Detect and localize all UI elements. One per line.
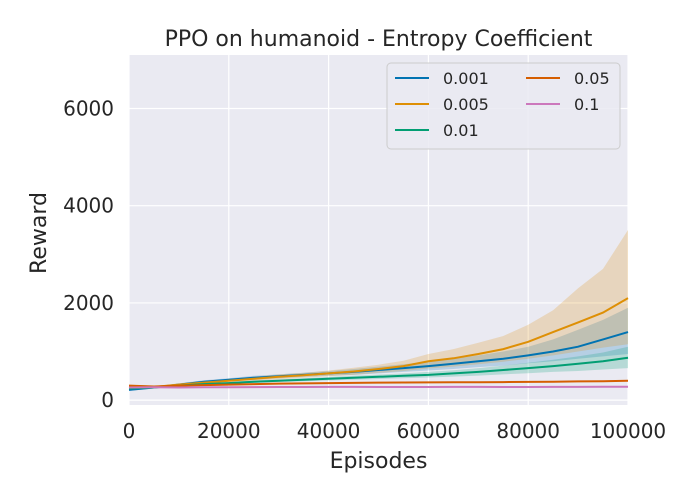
- legend-label-0.1: 0.1: [574, 95, 599, 114]
- y-tick-labels: 0 2000 4000 6000: [63, 96, 114, 412]
- series-line-0.05: [128, 379, 629, 388]
- x-tick-label: 40000: [297, 419, 361, 443]
- legend: 0.001 0.005 0.01 0.05 0.1: [386, 62, 621, 150]
- x-tick-label: 80000: [496, 419, 560, 443]
- legend-label-0.05: 0.05: [574, 69, 610, 88]
- series-line-0.005: [128, 297, 629, 389]
- y-tick-label: 6000: [63, 96, 114, 120]
- y-tick-label: 0: [101, 388, 114, 412]
- y-tick-label: 2000: [63, 291, 114, 315]
- x-tick-label: 0: [123, 419, 136, 443]
- y-axis-title: Reward: [27, 192, 52, 274]
- x-tick-labels: 0 20000 40000 60000 80000 100000: [123, 419, 667, 443]
- x-tick-label: 100000: [590, 419, 666, 443]
- series-line-0.01: [128, 356, 629, 390]
- legend-box: [386, 62, 621, 150]
- x-tick-label: 60000: [397, 419, 461, 443]
- x-tick-label: 20000: [197, 419, 261, 443]
- x-axis-title: Episodes: [330, 449, 428, 474]
- legend-label-0.005: 0.005: [443, 95, 489, 114]
- series-lines: [128, 297, 629, 391]
- y-tick-label: 4000: [63, 194, 114, 218]
- legend-label-0.01: 0.01: [443, 121, 479, 140]
- chart-title: PPO on humanoid - Entropy Coefficient: [165, 27, 593, 52]
- series-line-0.1: [128, 385, 628, 389]
- band-0.001: [129, 307, 628, 391]
- legend-label-0.001: 0.001: [443, 69, 489, 88]
